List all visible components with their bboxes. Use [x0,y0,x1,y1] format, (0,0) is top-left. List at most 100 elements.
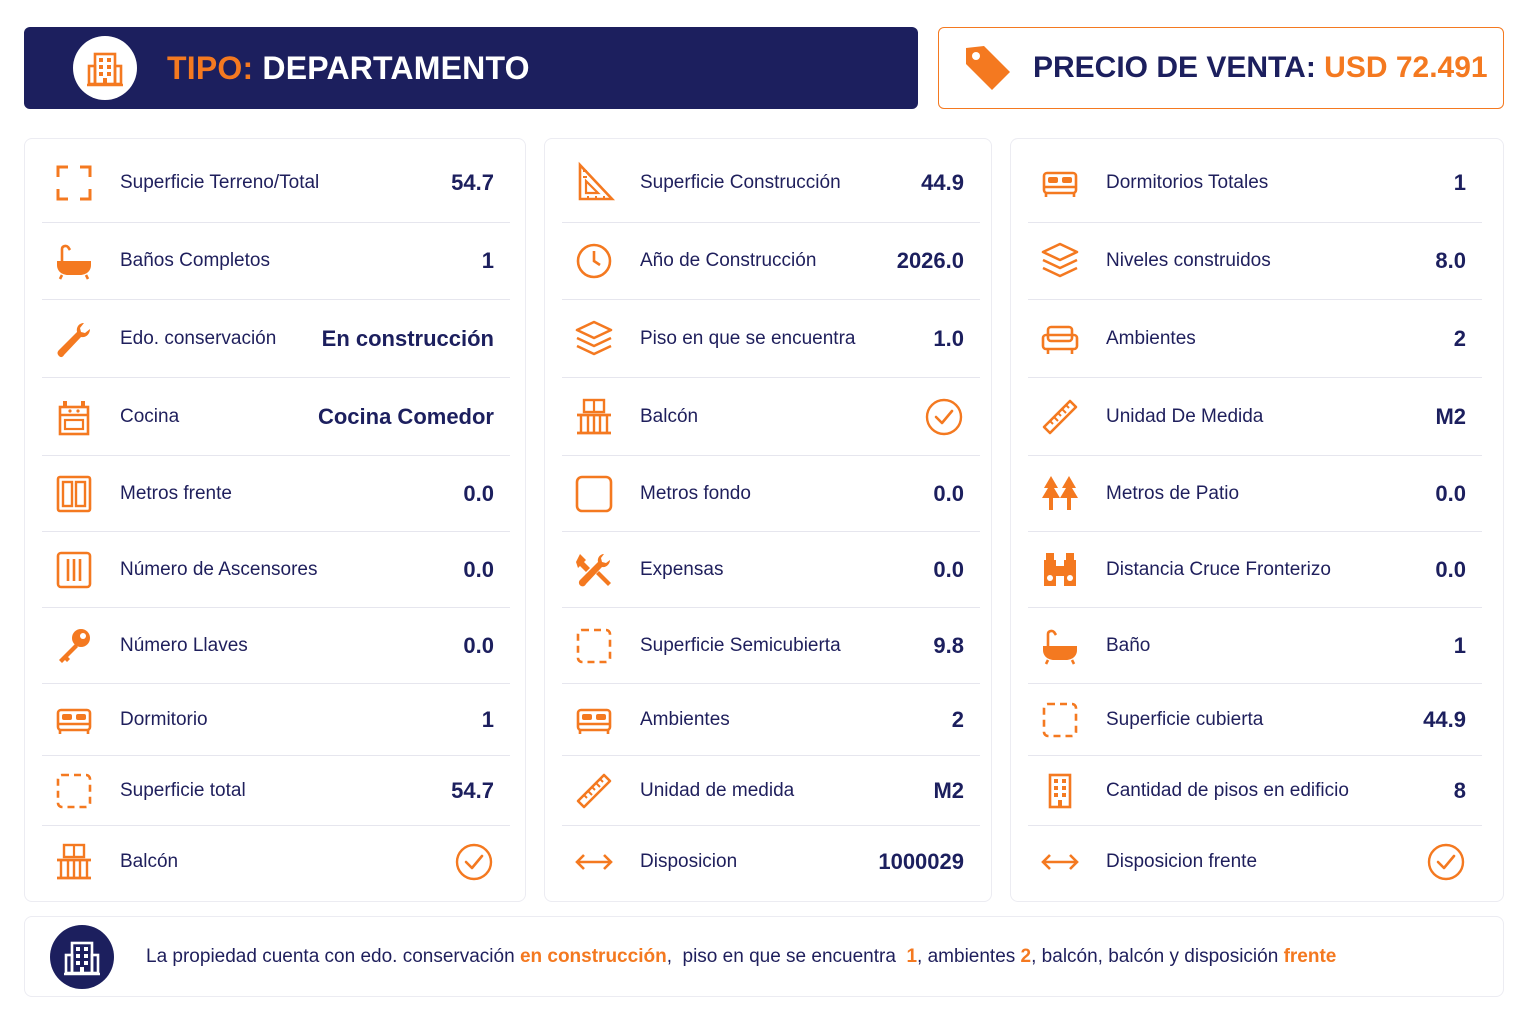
feature-row-superficie-cubierta: Superficie cubierta 44.9 [1028,684,1482,756]
feature-value: 9.8 [933,632,964,658]
feature-value: 1 [1453,169,1466,195]
feature-label: Dormitorios Totales [1106,171,1269,193]
feature-label: Edo. conservación [120,327,277,349]
feature-row-ano-de-construccion: Año de Construcción 2026.0 [562,223,980,300]
feature-label: Número de Ascensores [120,558,318,580]
feature-value: 54.7 [451,169,494,195]
summary-banner: La propiedad cuenta con edo. conservació… [24,916,1504,997]
feature-row-balcon: Balcón [562,378,980,456]
features-column-2: Superficie Construcción 44.9 Año de Constr… [544,138,992,902]
feature-value: 0.0 [1435,556,1466,582]
bed-icon [54,700,94,740]
feature-label: Niveles construidos [1106,250,1271,271]
bed-icon [574,700,614,740]
feature-row-distancia-cruce-fronterizo: Distancia Cruce Fronterizo 0.0 [1028,532,1482,608]
building-icon [73,36,137,100]
feature-row-banos-completos: Baños Completos 1 [42,223,510,300]
feature-label: Expensas [640,558,724,580]
feature-label: Metros fondo [640,482,751,504]
stove-icon [54,397,94,437]
price-label: PRECIO DE VENTA: [1033,51,1316,84]
balcony-icon [574,397,614,437]
feature-value: 44.9 [1423,706,1466,732]
feature-row-superficie-semicubierta: Superficie Semicubierta 9.8 [562,608,980,684]
feature-label: Superficie Construcción [640,171,841,193]
ruler-icon [1040,397,1080,437]
feature-label: Metros de Patio [1106,482,1240,504]
feature-label: Metros frente [120,482,232,504]
dashed-square-icon [1040,700,1080,740]
feature-label: Unidad De Medida [1106,405,1264,427]
feature-row-dormitorio: Dormitorio 1 [42,684,510,756]
feature-row-ambientes: Ambientes 2 [562,684,980,756]
feature-row-superficie-construccion: Superficie Construcción 44.9 [562,143,980,223]
feature-value: 1 [1453,632,1466,658]
summary-segment: La propiedad cuenta con edo. conservació… [146,945,520,967]
price-box: PRECIO DE VENTA: USD 72.491 [938,27,1504,109]
feature-label: Cantidad de pisos en edificio [1106,779,1349,801]
tools-icon [574,550,614,590]
feature-value: M2 [933,777,964,803]
feature-row-balcon: Balcón [42,826,510,898]
feature-label: Cocina [120,405,180,427]
feature-row-niveles-construidos: Niveles construidos 8.0 [1028,223,1482,300]
feature-row-dormitorios-totales: Dormitorios Totales 1 [1028,143,1482,223]
summary-segment: , piso en que se encuentra [666,945,907,967]
feature-check [1426,842,1466,882]
bathtub-icon [1040,626,1080,666]
triangle-ruler-icon [574,161,616,203]
feature-row-cocina: Cocina Cocina Comedor [42,378,510,456]
feature-row-metros-de-patio: Metros de Patio 0.0 [1028,456,1482,532]
feature-value: 0.0 [463,632,494,658]
feature-row-expensas: Expensas 0.0 [562,532,980,608]
double-door-icon [54,474,94,514]
dashed-square-icon [574,626,614,666]
area-corners-icon [54,163,94,203]
page-title: TIPO: DEPARTAMENTO [167,50,530,87]
feature-value: M2 [1435,403,1466,429]
feature-label: Superficie Terreno/Total [120,171,320,193]
layers-icon [1040,241,1080,281]
feature-row-disposicion-frente: Disposicion frente [1028,826,1482,898]
feature-value: 0.0 [463,556,494,582]
feature-row-bano: Baño 1 [1028,608,1482,684]
feature-label: Dormitorio [120,708,208,730]
feature-label: Baño [1106,634,1151,656]
feature-label: Disposicion frente [1106,851,1258,872]
summary-highlight: en construcción [519,945,667,967]
feature-value: 44.9 [921,169,964,195]
summary-highlight: frente [1283,945,1337,967]
feature-value: 1 [481,706,494,732]
type-value: DEPARTAMENTO [262,49,530,86]
feature-value: 54.7 [451,777,494,803]
layers-icon [574,319,614,359]
building-icon [1040,771,1080,811]
feature-value: 0.0 [933,480,964,506]
feature-value: 2 [951,706,964,732]
square-icon [574,474,614,514]
feature-value: 2 [1453,325,1466,351]
elevator-icon [54,550,94,590]
checkmark-circle-icon [455,843,493,881]
feature-value: 8.0 [1435,248,1466,273]
building-icon [50,924,114,989]
feature-row-piso-en-que-se-encuentra: Piso en que se encuentra 1.0 [562,300,980,378]
feature-label: Superficie cubierta [1106,708,1264,730]
feature-row-superficie-total: Superficie total 54.7 [42,756,510,826]
ruler-icon [574,771,614,811]
feature-value: 1000029 [878,849,964,874]
feature-check [924,397,964,437]
clock-icon [574,241,614,281]
feature-label: Piso en que se encuentra [640,327,856,349]
feature-value: Cocina Comedor [317,403,494,429]
checkmark-circle-icon [925,398,963,435]
feature-value: 1 [481,248,494,273]
dashed-square-icon [54,771,94,811]
trees-icon [1040,474,1080,514]
features-column-1: Superficie Terreno/Total 54.7 Baños Comple… [24,138,526,902]
feature-row-metros-frente: Metros frente 0.0 [42,456,510,532]
summary-highlight: 1 [906,945,918,967]
feature-row-superficie-terreno-total: Superficie Terreno/Total 54.7 [42,143,510,223]
feature-value: 0.0 [463,480,494,506]
feature-value: 0.0 [933,556,964,582]
